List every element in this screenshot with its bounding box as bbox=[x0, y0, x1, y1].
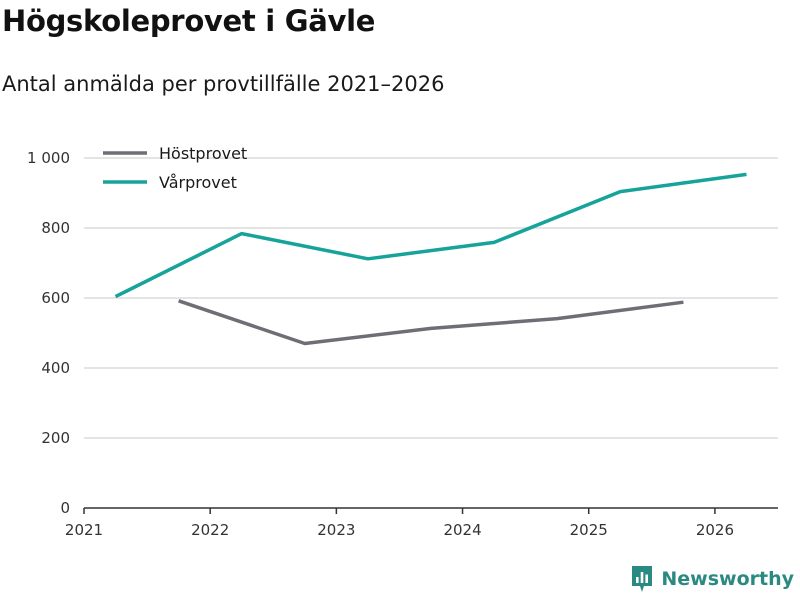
newsworthy-brand: Newsworthy bbox=[630, 564, 794, 594]
y-tick-label: 1 000 bbox=[27, 149, 70, 167]
x-tick-label: 2022 bbox=[191, 521, 229, 539]
x-tick-label: 2026 bbox=[696, 521, 734, 539]
legend: Höstprovet Vårprovet bbox=[103, 144, 247, 192]
chart-subtitle: Antal anmälda per provtillfälle 2021–202… bbox=[2, 72, 445, 96]
y-tick-label: 600 bbox=[41, 289, 70, 307]
legend-label-2: Vårprovet bbox=[159, 173, 237, 192]
x-tick-label: 2024 bbox=[443, 521, 481, 539]
y-tick-label: 0 bbox=[60, 499, 70, 517]
x-tick-label: 2021 bbox=[65, 521, 103, 539]
chart-title: Högskoleprovet i Gävle bbox=[2, 4, 376, 38]
legend-label-1: Höstprovet bbox=[159, 144, 247, 163]
newsworthy-logo-icon bbox=[632, 566, 653, 592]
y-tick-label: 200 bbox=[41, 429, 70, 447]
series bbox=[114, 172, 747, 346]
gridlines bbox=[84, 157, 778, 439]
series-line-1 bbox=[178, 299, 684, 346]
y-axis: 0 200 400 600 800 1 000 bbox=[27, 149, 70, 517]
y-tick-label: 400 bbox=[41, 359, 70, 377]
series-line-2 bbox=[114, 172, 747, 299]
y-tick-label: 800 bbox=[41, 219, 70, 237]
x-tick-label: 2025 bbox=[570, 521, 608, 539]
x-axis: 2021 2022 2023 2024 2025 2026 bbox=[65, 507, 778, 539]
x-tick-label: 2023 bbox=[317, 521, 355, 539]
brand-name: Newsworthy bbox=[661, 568, 794, 590]
